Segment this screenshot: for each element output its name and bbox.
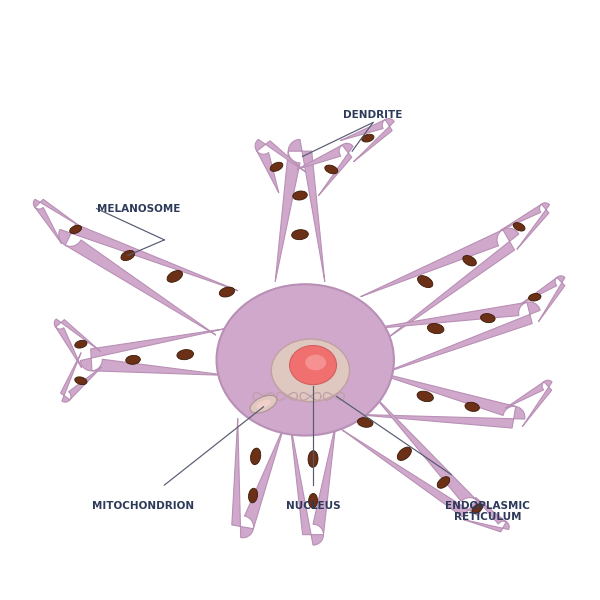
Ellipse shape	[75, 340, 87, 348]
Ellipse shape	[308, 451, 318, 467]
Polygon shape	[361, 228, 519, 340]
Polygon shape	[59, 224, 238, 335]
Ellipse shape	[418, 275, 433, 287]
Text: DENDRITE: DENDRITE	[343, 110, 403, 120]
Text: MITOCHONDRION: MITOCHONDRION	[92, 501, 194, 511]
Ellipse shape	[293, 191, 307, 200]
Polygon shape	[34, 199, 79, 244]
Ellipse shape	[121, 250, 135, 260]
Ellipse shape	[513, 223, 525, 231]
Polygon shape	[232, 418, 284, 538]
Polygon shape	[464, 497, 509, 532]
Polygon shape	[367, 302, 540, 375]
Text: ENDOPLASMIC
RETICULUM: ENDOPLASMIC RETICULUM	[445, 501, 530, 523]
Polygon shape	[342, 394, 481, 517]
Polygon shape	[54, 319, 101, 368]
Polygon shape	[297, 143, 353, 196]
Ellipse shape	[271, 339, 350, 401]
Ellipse shape	[220, 287, 235, 297]
Text: MELANOCYTE: MELANOCYTE	[163, 22, 437, 56]
Ellipse shape	[217, 284, 394, 436]
Ellipse shape	[358, 418, 373, 427]
Ellipse shape	[529, 293, 541, 301]
Ellipse shape	[305, 355, 326, 370]
Ellipse shape	[308, 493, 317, 508]
Polygon shape	[275, 139, 325, 281]
Ellipse shape	[256, 400, 271, 409]
Ellipse shape	[463, 256, 476, 266]
Polygon shape	[61, 353, 101, 402]
Ellipse shape	[437, 476, 450, 488]
Ellipse shape	[292, 230, 308, 239]
Ellipse shape	[250, 395, 277, 413]
Text: MELANOSOME: MELANOSOME	[97, 203, 180, 214]
Ellipse shape	[472, 504, 483, 514]
Polygon shape	[521, 276, 565, 322]
Text: NUCLEUS: NUCLEUS	[286, 501, 340, 511]
Polygon shape	[353, 368, 525, 428]
Polygon shape	[290, 422, 336, 545]
Ellipse shape	[465, 402, 479, 412]
Ellipse shape	[397, 447, 412, 460]
Ellipse shape	[177, 350, 194, 359]
Ellipse shape	[248, 488, 257, 503]
Ellipse shape	[126, 355, 140, 364]
Ellipse shape	[70, 226, 82, 233]
Ellipse shape	[362, 134, 374, 142]
Polygon shape	[500, 203, 550, 250]
Ellipse shape	[427, 323, 444, 334]
Polygon shape	[80, 329, 229, 376]
Ellipse shape	[270, 162, 283, 172]
Polygon shape	[340, 119, 394, 162]
Ellipse shape	[417, 391, 433, 401]
Polygon shape	[255, 139, 305, 193]
Ellipse shape	[481, 314, 495, 323]
Ellipse shape	[167, 271, 182, 282]
Ellipse shape	[75, 377, 87, 385]
Ellipse shape	[251, 448, 261, 464]
Ellipse shape	[290, 346, 337, 385]
Polygon shape	[505, 380, 552, 427]
Ellipse shape	[325, 165, 338, 174]
